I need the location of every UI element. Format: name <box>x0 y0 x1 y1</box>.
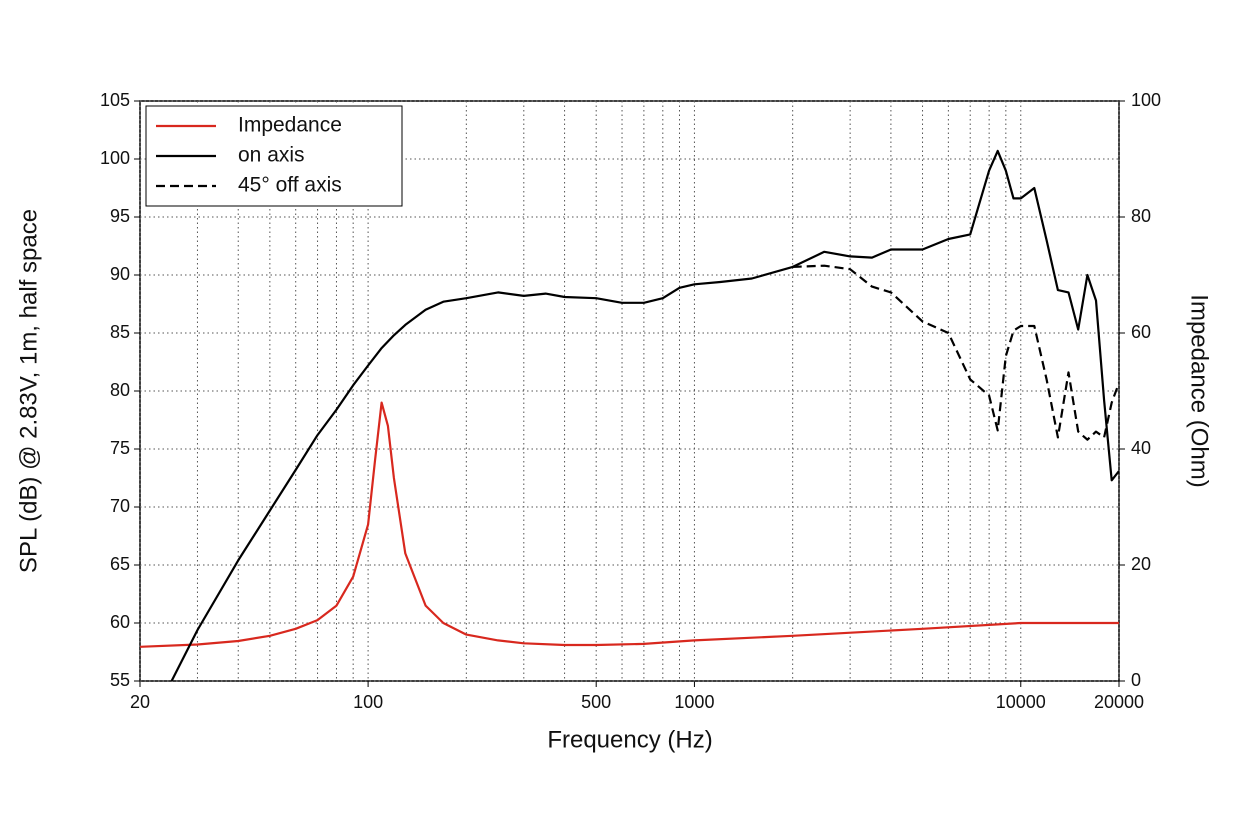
y-tick-label: 60 <box>110 612 130 632</box>
y-tick-label: 105 <box>100 90 130 110</box>
x-tick-label: 1000 <box>674 692 714 712</box>
y-tick-label: 85 <box>110 322 130 342</box>
y-tick-label: 100 <box>100 148 130 168</box>
x-tick-label: 20 <box>130 692 150 712</box>
y-tick-label: 95 <box>110 206 130 226</box>
x-tick-label: 500 <box>581 692 611 712</box>
y-tick-label: 80 <box>110 380 130 400</box>
y2-tick-label: 100 <box>1131 90 1161 110</box>
y2-tick-label: 40 <box>1131 438 1151 458</box>
series-line <box>792 264 1119 441</box>
y-tick-label: 90 <box>110 264 130 284</box>
y2-tick-label: 20 <box>1131 554 1151 574</box>
y2-axis-title: Impedance (Ohm) <box>1186 294 1213 487</box>
legend-label: on axis <box>238 144 305 167</box>
legend-label: Impedance <box>238 114 342 137</box>
y2-tick-label: 60 <box>1131 322 1151 342</box>
y2-tick-label: 80 <box>1131 206 1151 226</box>
y-tick-label: 75 <box>110 438 130 458</box>
x-tick-label: 20000 <box>1094 692 1144 712</box>
y-axis-title: SPL (dB) @ 2.83V, 1m, half space <box>15 209 42 573</box>
legend-label: 45° off axis <box>238 174 342 197</box>
x-tick-label: 10000 <box>996 692 1046 712</box>
y2-tick-label: 0 <box>1131 670 1141 690</box>
y-tick-label: 55 <box>110 670 130 690</box>
x-tick-label: 100 <box>353 692 383 712</box>
y-tick-label: 70 <box>110 496 130 516</box>
series-line <box>170 149 1119 681</box>
y-tick-label: 65 <box>110 554 130 574</box>
x-axis-title: Frequency (Hz) <box>547 726 712 753</box>
series-line <box>140 401 1119 648</box>
plot-lines <box>140 149 1119 681</box>
